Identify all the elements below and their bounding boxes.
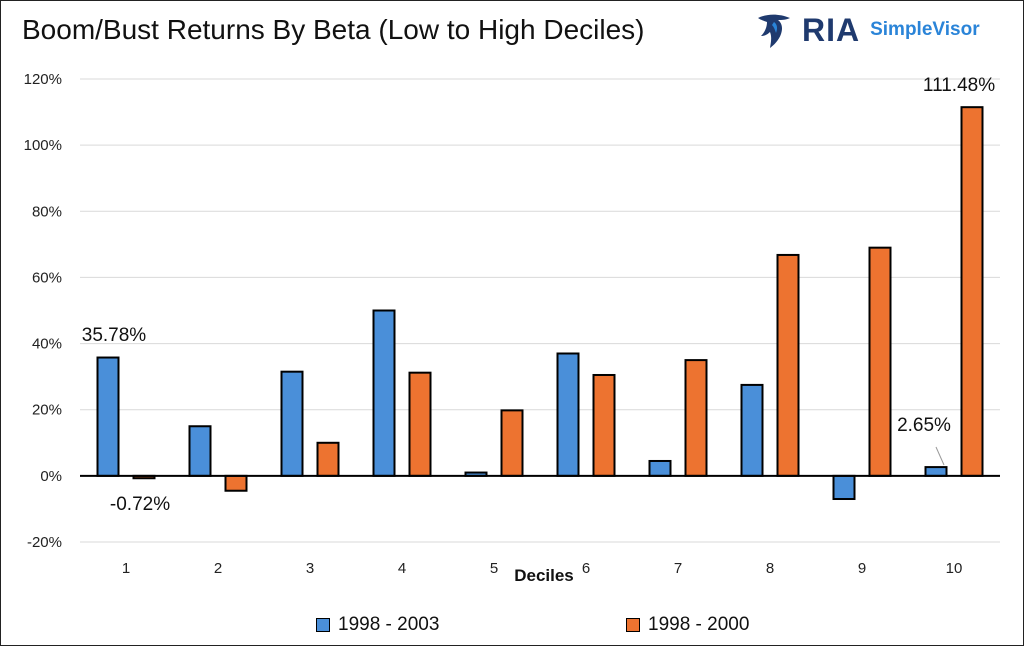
legend-label-series-1: 1998 - 2003: [338, 614, 440, 635]
data-label: 111.48%: [923, 75, 995, 96]
bar-series-2-decile-6: [592, 373, 616, 477]
x-tick-label: 10: [946, 560, 963, 577]
x-tick-label: 7: [674, 560, 682, 577]
y-tick-label: -20%: [27, 534, 62, 551]
bar-series-1-decile-9: [832, 474, 856, 501]
y-axis-ticks: -20% 0% 20% 40% 60% 80% 100% 120%: [24, 71, 62, 551]
data-label-leader-line: [935, 446, 945, 466]
data-labels: 35.78% -0.72% 2.65% 111.48%: [82, 75, 995, 515]
bar-series-1-decile-10: [924, 466, 948, 477]
bar-series-1-decile-8: [740, 383, 764, 477]
bar-series-2-decile-2: [224, 474, 248, 492]
bars: [96, 106, 984, 501]
y-tick-label: 60%: [32, 269, 62, 286]
x-tick-label: 6: [582, 560, 590, 577]
legend-swatch-series-1: [316, 618, 330, 632]
data-label: -0.72%: [110, 494, 170, 515]
bar-series-1-decile-6: [556, 352, 580, 477]
legend-label-series-2: 1998 - 2000: [648, 614, 750, 635]
bar-series-1-decile-7: [648, 459, 672, 477]
ria-logo: RIA SimpleVisor: [756, 8, 980, 52]
x-tick-label: 9: [858, 560, 866, 577]
x-tick-label: 2: [214, 560, 222, 577]
chart-title: Boom/Bust Returns By Beta (Low to High D…: [22, 14, 645, 45]
x-axis-title: Deciles: [514, 566, 574, 585]
bar-series-1-decile-2: [188, 425, 212, 477]
eagle-logo-icon: [758, 14, 790, 48]
bar-series-2-decile-9: [868, 246, 892, 477]
y-tick-label: 20%: [32, 402, 62, 419]
x-tick-label: 8: [766, 560, 774, 577]
gridlines: [80, 78, 1000, 543]
legend-swatch-series-2: [626, 618, 640, 632]
bar-series-1-decile-4: [372, 309, 396, 477]
bar-series-2-decile-10: [960, 106, 984, 477]
legend-item-series-2: 1998 - 2000: [626, 614, 749, 636]
bar-series-1-decile-3: [280, 370, 304, 477]
y-tick-label: 0%: [40, 468, 62, 485]
bar-series-2-decile-3: [316, 441, 340, 477]
bar-series-2-decile-8: [776, 253, 800, 477]
legend-item-series-1: 1998 - 2003: [316, 614, 439, 636]
x-tick-label: 1: [122, 560, 130, 577]
y-tick-label: 100%: [24, 137, 62, 154]
bar-series-2-decile-5: [500, 409, 524, 477]
bar-series-2-decile-7: [684, 359, 708, 477]
data-label: 35.78%: [82, 325, 147, 346]
logo-product-text: SimpleVisor: [870, 19, 980, 40]
y-tick-label: 80%: [32, 203, 62, 220]
y-tick-label: 40%: [32, 336, 62, 353]
bar-series-2-decile-4: [408, 371, 432, 477]
bar-series-1-decile-1: [96, 356, 120, 477]
x-tick-label: 4: [398, 560, 406, 577]
y-tick-label: 120%: [24, 71, 62, 88]
x-axis-ticks: 1 2 3 4 5 6 7 8 9 10: [122, 560, 963, 577]
x-tick-label: 5: [490, 560, 498, 577]
data-label: 2.65%: [897, 415, 951, 436]
logo-brand-text: RIA: [802, 11, 861, 48]
x-tick-label: 3: [306, 560, 314, 577]
